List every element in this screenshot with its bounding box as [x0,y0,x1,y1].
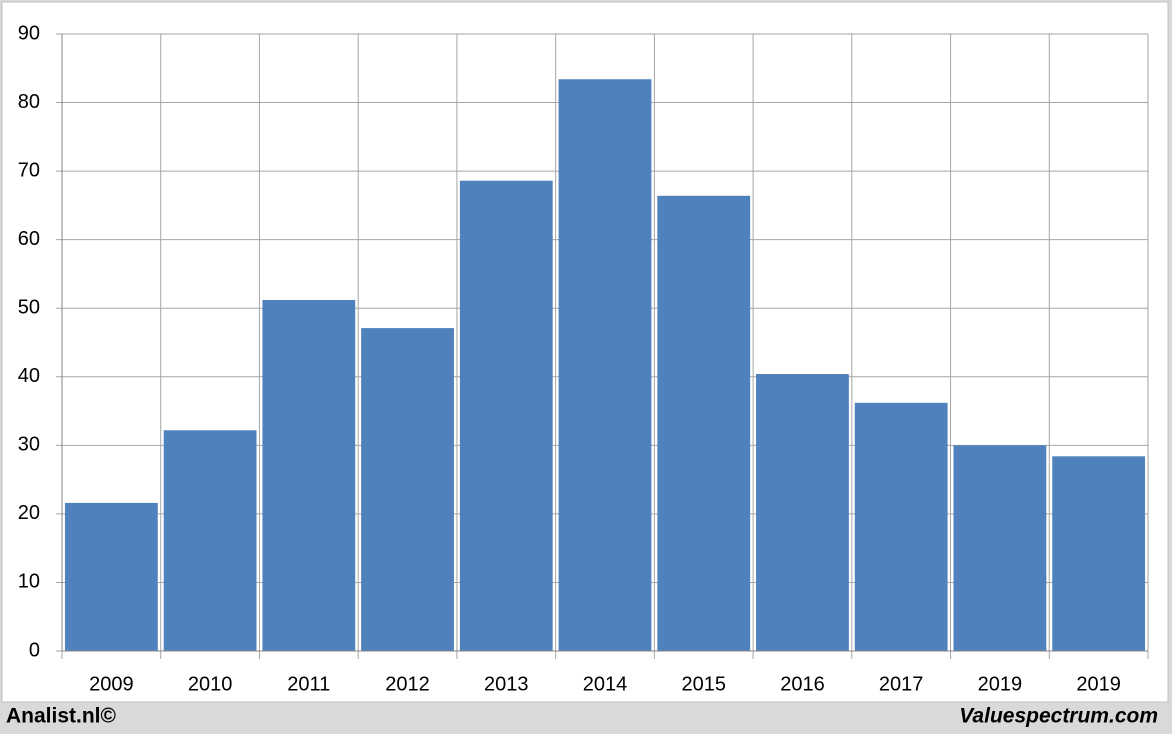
x-tick-label: 2019 [1076,673,1121,695]
x-tick-label: 2009 [89,673,134,695]
bar [1052,456,1146,651]
y-tick-label: 10 [18,571,40,593]
x-tick-label: 2010 [188,673,233,695]
y-tick-label: 90 [18,22,40,44]
x-tick-label: 2017 [879,673,924,695]
y-tick-label: 30 [18,434,40,456]
x-tick-label: 2016 [780,673,825,695]
y-tick-label: 20 [18,502,40,524]
bar [262,299,356,651]
x-tick-label: 2014 [583,673,628,695]
bar [459,180,553,651]
x-tick-label: 2012 [385,673,430,695]
x-tick-label: 2013 [484,673,529,695]
bar [558,79,652,652]
y-tick-label: 70 [18,159,40,181]
y-tick-label: 40 [18,365,40,387]
y-tick-label: 60 [18,228,40,250]
y-tick-label: 50 [18,297,40,319]
source-label: Analist.nl© [6,705,117,728]
x-tick-label: 2015 [681,673,726,695]
bar [756,374,849,651]
x-tick-label: 2011 [287,673,330,695]
x-tick-label: 2019 [978,673,1023,695]
credit-label: Valuespectrum.com [959,705,1158,728]
y-tick-label: 0 [29,639,40,661]
bar [854,402,948,651]
bar [953,445,1047,651]
bar [163,430,257,651]
y-tick-label: 80 [18,91,40,113]
bar [657,195,751,651]
bar [64,502,158,651]
bar [361,328,454,651]
